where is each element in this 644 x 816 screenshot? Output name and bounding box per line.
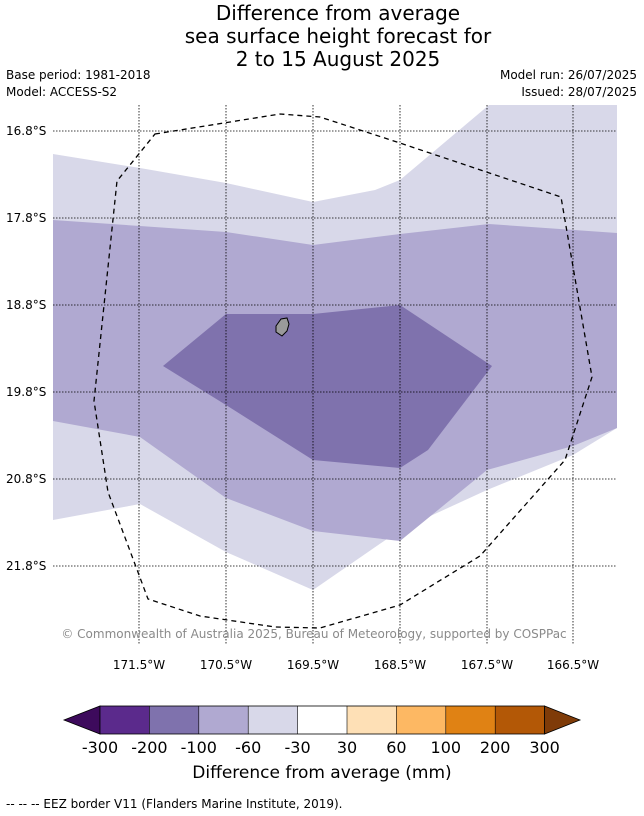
eez-border: [93, 113, 593, 629]
lat-label-18-8: 18.8°S: [6, 298, 47, 312]
colorbar-tick-label: 60: [386, 738, 407, 757]
lat-label-19-8: 19.8°S: [6, 385, 47, 399]
colorbar-label: Difference from average (mm): [192, 763, 452, 783]
colorbar-tick-label: -30: [284, 738, 311, 757]
colorbar-swatch-3: [198, 706, 249, 734]
colorbar-swatch-5: [297, 706, 347, 734]
copyright-text: © Commonwealth of Australia 2025, Bureau…: [61, 627, 567, 641]
chart-title-line-3: 2 to 15 August 2025: [235, 47, 441, 71]
colorbar-swatch-4: [248, 706, 298, 734]
colorbar-tick-label: -200: [131, 738, 168, 757]
eez-legend-note: -- -- -- EEZ border V11 (Flanders Marine…: [6, 797, 343, 811]
colorbar-tick-label: -100: [180, 738, 217, 757]
map-layer-purple-core: [163, 305, 492, 468]
chart-title-line-1: Difference from average: [215, 1, 461, 25]
colorbar-tick-label: 100: [430, 738, 462, 757]
colorbar-swatch-7: [396, 706, 446, 734]
colorbar-tick-label: 200: [479, 738, 511, 757]
colorbar-low-extension: [62, 705, 101, 735]
lon-label-168-5: 168.5°W: [373, 658, 427, 672]
lon-label-170-5: 170.5°W: [199, 658, 253, 672]
colorbar-tick-label: -60: [235, 738, 262, 757]
lat-label-16-8: 16.8°S: [6, 124, 47, 138]
colorbar-swatch-6: [347, 706, 397, 734]
colorbar-tick-label: 30: [336, 738, 358, 757]
lon-label-166-5: 166.5°W: [546, 658, 600, 672]
chart-title-line-2: sea surface height forecast for: [184, 24, 492, 48]
colorbar-swatch-1: [100, 706, 150, 734]
lon-label-167-5: 167.5°W: [460, 658, 514, 672]
model-run-label: Model run: 26/07/2025: [499, 68, 637, 82]
base-period-label: Base period: 1981-2018: [6, 68, 151, 82]
lon-label-169-5: 169.5°W: [286, 658, 340, 672]
colorbar-high-extension: [544, 705, 582, 735]
colorbar-swatch-2: [149, 706, 199, 734]
lat-label-20-8: 20.8°S: [6, 472, 47, 486]
grid-lines: [53, 105, 617, 645]
issued-label: Issued: 28/07/2025: [521, 85, 637, 99]
lat-label-21-8: 21.8°S: [6, 559, 47, 573]
colorbar-tick-label: 300: [529, 738, 560, 757]
colorbar: [62, 705, 582, 735]
model-label: Model: ACCESS-S2: [6, 85, 118, 99]
colorbar-swatch-9: [495, 706, 545, 734]
lat-label-17-8: 17.8°S: [6, 211, 47, 225]
colorbar-tick-label: -300: [81, 738, 119, 757]
colorbar-swatch-8: [445, 706, 496, 734]
lon-label-171-5: 171.5°W: [112, 658, 166, 672]
island-shape: [275, 317, 290, 337]
